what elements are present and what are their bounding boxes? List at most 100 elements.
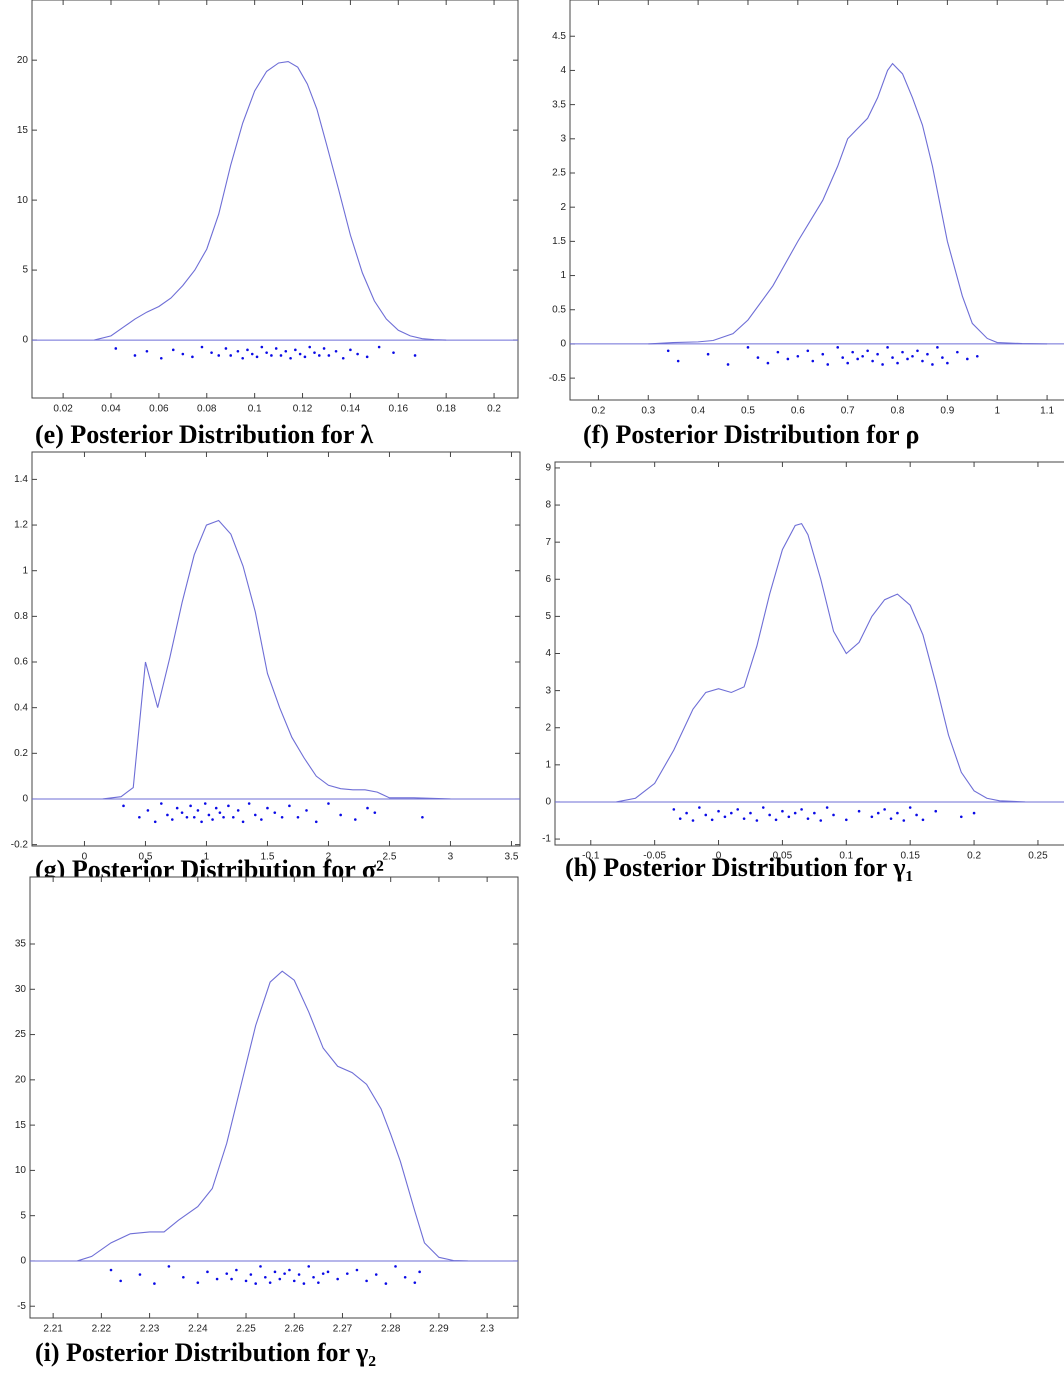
- sample-point: [214, 806, 218, 810]
- sample-point: [273, 1270, 277, 1274]
- y-tick-label: 2.5: [552, 168, 566, 179]
- sample-point: [321, 1272, 325, 1275]
- y-tick-label: 10: [15, 1165, 27, 1176]
- sample-point: [217, 354, 221, 357]
- plot-frame: [31, 0, 519, 399]
- sample-point: [230, 1277, 233, 1281]
- sample-point: [921, 818, 925, 822]
- sample-point: [207, 813, 211, 817]
- sample-point: [206, 1270, 209, 1274]
- sample-point: [159, 356, 163, 360]
- sample-point: [222, 815, 225, 819]
- sample-point: [146, 809, 150, 812]
- sample-point: [871, 359, 874, 363]
- sample-point: [876, 811, 880, 815]
- sample-point: [793, 811, 797, 815]
- sample-point: [181, 352, 185, 356]
- sample-point: [305, 809, 308, 812]
- sample-point: [766, 361, 770, 365]
- y-tick-label: 0: [545, 797, 551, 808]
- sample-point: [975, 354, 979, 358]
- sample-point: [811, 359, 815, 363]
- sample-point: [672, 808, 676, 811]
- plot-frame: [29, 876, 519, 1319]
- y-tick-label: 6: [545, 574, 551, 585]
- sample-point: [896, 361, 899, 365]
- sample-point: [189, 804, 192, 808]
- x-tick-label: 2: [326, 852, 332, 863]
- y-tick-label: 3: [545, 685, 551, 696]
- sample-point: [326, 1270, 330, 1274]
- sample-point: [171, 348, 175, 352]
- sample-point: [145, 349, 149, 353]
- sample-point: [825, 806, 829, 809]
- sample-point: [392, 351, 395, 354]
- sample-point: [921, 359, 924, 363]
- sample-point: [236, 349, 240, 353]
- sample-point: [403, 1275, 407, 1279]
- sample-point: [289, 356, 292, 360]
- y-tick-label: 3: [560, 133, 566, 144]
- sample-point: [856, 357, 859, 361]
- y-tick-label: -1: [542, 834, 551, 845]
- x-tick-label: 0.04: [101, 404, 121, 415]
- x-tick-label: 1.1: [1040, 406, 1054, 417]
- sample-point: [846, 361, 849, 365]
- sample-point: [133, 354, 137, 357]
- sample-point: [972, 811, 976, 815]
- sample-point: [881, 363, 884, 366]
- x-tick-label: 0.1: [248, 404, 262, 415]
- sample-point: [307, 1265, 311, 1268]
- y-tick-label: 25: [15, 1029, 27, 1040]
- sample-point: [836, 346, 840, 349]
- x-tick-label: 0.15: [900, 851, 920, 862]
- sample-point: [678, 817, 682, 820]
- sample-point: [241, 820, 245, 824]
- sample-point: [279, 354, 283, 357]
- sample-point: [224, 347, 228, 350]
- sample-point: [312, 1275, 315, 1279]
- sample-point: [225, 1272, 229, 1275]
- x-tick-label: 2.23: [140, 1324, 160, 1335]
- sample-point: [182, 1275, 185, 1279]
- x-tick-label: 0.2: [591, 406, 605, 417]
- x-tick-label: 0.25: [1028, 851, 1048, 862]
- y-tick-label: 0: [20, 1256, 26, 1267]
- sample-point: [746, 346, 750, 349]
- sample-point: [800, 808, 803, 811]
- sample-point: [413, 354, 417, 357]
- x-tick-label: 3.5: [505, 852, 519, 863]
- y-tick-label: 0.2: [14, 748, 28, 759]
- x-tick-label: 2.29: [429, 1324, 449, 1335]
- sample-point: [296, 815, 300, 819]
- y-tick-label: 9: [545, 463, 551, 474]
- sample-point: [314, 820, 318, 824]
- sample-point: [704, 813, 708, 817]
- x-tick-label: -0.1: [582, 851, 600, 862]
- y-tick-label: 5: [545, 611, 551, 622]
- x-tick-label: 0.2: [487, 404, 501, 415]
- sample-point: [334, 349, 338, 353]
- x-tick-label: 0.18: [436, 404, 456, 415]
- sample-point: [796, 354, 800, 358]
- sample-point: [870, 815, 874, 819]
- y-tick-label: 3.5: [552, 99, 566, 110]
- sample-point: [691, 819, 695, 822]
- plot-frame: [554, 461, 1064, 846]
- sample-point: [260, 818, 263, 821]
- sample-point: [211, 818, 214, 821]
- x-tick-label: 0.2: [967, 851, 981, 862]
- sample-point: [911, 354, 914, 358]
- sample-point: [761, 806, 765, 809]
- y-tick-label: -5: [17, 1301, 26, 1312]
- sample-point: [886, 346, 889, 349]
- sample-point: [901, 350, 904, 354]
- sample-point: [302, 1282, 306, 1285]
- x-tick-label: 0.8: [891, 406, 905, 417]
- y-tick-label: 1: [22, 565, 28, 576]
- sample-point: [776, 350, 780, 354]
- x-tick-label: 2.28: [381, 1324, 401, 1335]
- caption: (f) Posterior Distribution for ρ: [583, 420, 919, 449]
- y-tick-label: -0.2: [11, 839, 29, 850]
- sample-point: [171, 818, 174, 821]
